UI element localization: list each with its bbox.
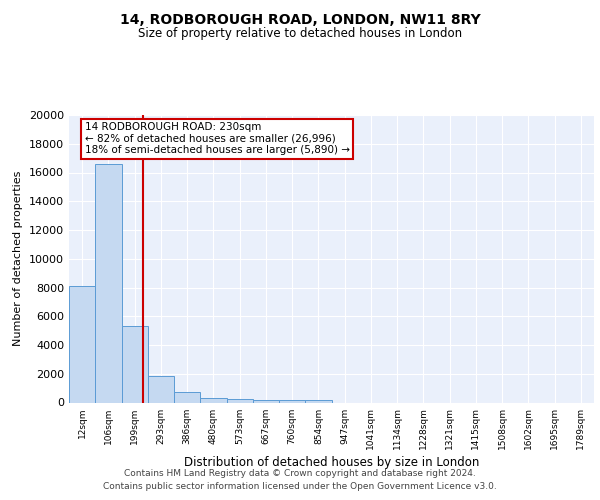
Bar: [253, 400, 279, 402]
Bar: [200, 398, 227, 402]
Bar: [69, 286, 95, 403]
Bar: [227, 399, 253, 402]
Bar: [148, 376, 174, 402]
X-axis label: Distribution of detached houses by size in London: Distribution of detached houses by size …: [184, 456, 479, 469]
Y-axis label: Number of detached properties: Number of detached properties: [13, 171, 23, 346]
Text: 14, RODBOROUGH ROAD, LONDON, NW11 8RY: 14, RODBOROUGH ROAD, LONDON, NW11 8RY: [119, 13, 481, 27]
Bar: [305, 400, 331, 402]
Text: Contains HM Land Registry data © Crown copyright and database right 2024.: Contains HM Land Registry data © Crown c…: [124, 470, 476, 478]
Bar: [279, 400, 305, 402]
Text: Size of property relative to detached houses in London: Size of property relative to detached ho…: [138, 27, 462, 40]
Bar: [174, 392, 200, 402]
Bar: [95, 164, 121, 402]
Bar: [121, 326, 148, 402]
Text: 14 RODBOROUGH ROAD: 230sqm
← 82% of detached houses are smaller (26,996)
18% of : 14 RODBOROUGH ROAD: 230sqm ← 82% of deta…: [85, 122, 350, 156]
Text: Contains public sector information licensed under the Open Government Licence v3: Contains public sector information licen…: [103, 482, 497, 491]
